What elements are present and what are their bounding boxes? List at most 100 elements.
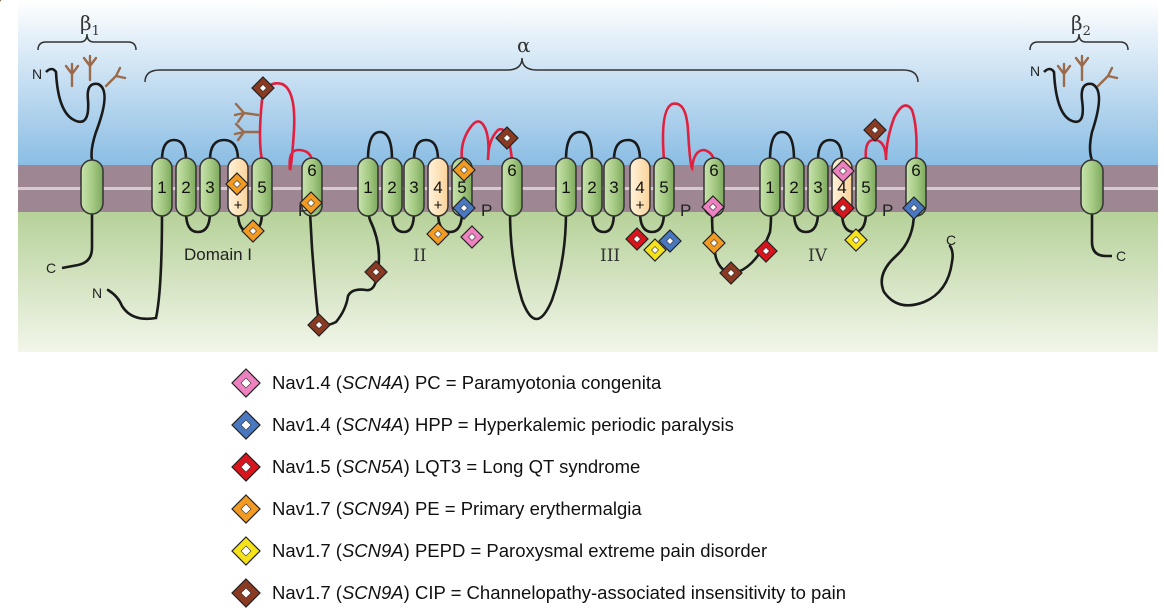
domain2-segment-5-label: 5: [457, 178, 466, 197]
orange-diamond-mutation-marker: [426, 222, 450, 246]
brown-diamond-mutation-marker: [495, 126, 519, 150]
domain2-pore-label: P: [481, 201, 492, 220]
mutation-markers: [225, 76, 926, 337]
red-diamond-mutation-marker: [831, 196, 855, 220]
legend-item-pc: Nav1.4 (SCN4A) PC = Paramyotonia congeni…: [230, 362, 1130, 404]
pink-diamond-mutation-marker: [701, 195, 725, 219]
domain2-segment-6-helix: [501, 157, 523, 217]
red-diamond-icon: [231, 452, 261, 482]
orange-diamond-mutation-marker: [241, 219, 265, 243]
blue-diamond-icon: [231, 410, 261, 440]
brown-diamond-mutation-marker: [719, 261, 743, 285]
domain2-segment-4-label: 4: [433, 178, 442, 197]
domain3-segment-2-helix: [581, 157, 603, 217]
yellow-diamond-icon: [231, 536, 261, 566]
domain4-segment-4-label: 4: [837, 178, 846, 197]
domain2-segment-3-label: 3: [409, 178, 418, 197]
domain1-segment-3-label: 3: [205, 178, 214, 197]
alpha-c-terminus: C: [946, 232, 956, 248]
domain3-segment-6-label: 6: [709, 161, 718, 180]
domain1-segment-6-label: 6: [307, 161, 316, 180]
beta2-transmembrane-helix: [1080, 159, 1104, 215]
domain2-pore-loop: [460, 120, 514, 161]
brown-diamond-mutation-marker: [251, 76, 275, 100]
pink-diamond-mutation-marker: [831, 159, 855, 183]
domain3-segment-4-helix: [629, 157, 651, 217]
brown-diamond-mutation-marker: [307, 313, 331, 337]
domain2-segment-3-helix: [403, 157, 425, 217]
legend-item-lqt3: Nav1.5 (SCN5A) LQT3 = Long QT syndrome: [230, 446, 1130, 488]
domain1-segment-3-helix: [199, 157, 221, 217]
red-diamond-mutation-marker: [754, 239, 778, 263]
beta1-n-terminus: N: [32, 66, 42, 82]
orange-diamond-mutation-marker: [225, 172, 249, 196]
domain1-segment-1-label: 1: [157, 178, 166, 197]
beta1-brace: [37, 33, 137, 51]
domain1-segment-2-label: 2: [181, 178, 190, 197]
domain4-segment-5-label: 5: [861, 178, 870, 197]
beta1-label: β1: [80, 11, 100, 39]
orange-diamond-mutation-marker: [299, 191, 323, 215]
alpha-brace: [144, 57, 919, 83]
domain4-segment-3-helix: [807, 157, 829, 217]
orange-diamond-mutation-marker: [702, 231, 726, 255]
beta2-label: β2: [1071, 11, 1091, 39]
blue-diamond-mutation-marker: [902, 196, 926, 220]
pink-diamond-mutation-marker: [460, 225, 484, 249]
domain2-voltage-sensor-charge: +: [434, 197, 443, 214]
domain3-segment-3-helix: [603, 157, 625, 217]
legend-label-pepd: Nav1.7 (SCN9A) PEPD = Paroxysmal extreme…: [272, 540, 768, 561]
legend-label-hpp: Nav1.4 (SCN4A) HPP = Hyperkalemic period…: [272, 414, 734, 435]
legend-item-cip: Nav1.7 (SCN9A) CIP = Channelopathy-assoc…: [230, 572, 1130, 614]
domain4-segment-2-helix: [783, 157, 805, 217]
domain4-segment-1-helix: [759, 157, 781, 217]
beta1-c-terminus: C: [46, 260, 56, 276]
legend-item-pe: Nav1.7 (SCN9A) PE = Primary erythermalgi…: [230, 488, 1130, 530]
domain2-segment-6-label: 6: [507, 161, 516, 180]
beta2-chain: [1043, 67, 1112, 258]
domain1-label: Domain I: [184, 245, 252, 264]
domain4-segment-2-label: 2: [789, 178, 798, 197]
domain4-segment-5-helix: [855, 157, 877, 217]
domain1-segment-1-helix: [151, 157, 173, 217]
legend-label-cip: Nav1.7 (SCN9A) CIP = Channelopathy-assoc…: [272, 582, 847, 603]
domain2-label: II: [413, 246, 426, 266]
domain2-segment-2-label: 2: [387, 178, 396, 197]
legend-item-pepd: Nav1.7 (SCN9A) PEPD = Paroxysmal extreme…: [230, 530, 1130, 572]
red-diamond-mutation-marker: [625, 227, 649, 251]
beta2-brace: [1029, 33, 1129, 51]
domain2-segment-1-helix: [357, 157, 379, 217]
legend-label-pe: Nav1.7 (SCN9A) PE = Primary erythermalgi…: [272, 498, 642, 519]
domain3-segment-2-label: 2: [587, 178, 596, 197]
domain3-segment-5-label: 5: [659, 178, 668, 197]
brown-diamond-mutation-marker: [364, 260, 388, 284]
sodium-channel-topology-diagram: β1 α β2 N C N C 1234+561234+561234+56123…: [0, 0, 1158, 352]
domain3-segment-3-label: 3: [609, 178, 618, 197]
domain3-pore-loop: [661, 102, 716, 172]
domain2-segment-2-helix: [381, 157, 403, 217]
domain3-label: III: [600, 246, 620, 266]
domain1-segment-2-helix: [175, 157, 197, 217]
blue-diamond-mutation-marker: [452, 196, 476, 220]
domain3-pore-label: P: [680, 201, 691, 220]
domain1-segment-5-helix: [251, 157, 273, 217]
yellow-diamond-mutation-marker: [643, 238, 667, 262]
alpha-n-terminus: N: [92, 285, 102, 301]
extracellular-region: [18, 0, 1158, 165]
legend-label-lqt3: Nav1.5 (SCN5A) LQT3 = Long QT syndrome: [272, 456, 641, 477]
pink-diamond-icon: [231, 368, 261, 398]
intracellular-region: [18, 212, 1158, 352]
yellow-diamond-mutation-marker: [844, 228, 868, 252]
beta1-glycosylation-icon: [64, 54, 127, 88]
beta1-chain: [45, 67, 106, 270]
alpha-label: α: [517, 33, 531, 57]
domain1-pore-label: P: [298, 201, 309, 220]
legend-label-pc: Nav1.4 (SCN4A) PC = Paramyotonia congeni…: [272, 372, 662, 393]
domain4-segment-1-label: 1: [765, 178, 774, 197]
blue-diamond-mutation-marker: [658, 229, 682, 253]
beta2-c-terminus: C: [1116, 248, 1126, 264]
domain1-segment-5-label: 5: [257, 178, 266, 197]
orange-diamond-mutation-marker: [452, 158, 476, 182]
beta2-glycosylation-icon: [1056, 54, 1119, 88]
